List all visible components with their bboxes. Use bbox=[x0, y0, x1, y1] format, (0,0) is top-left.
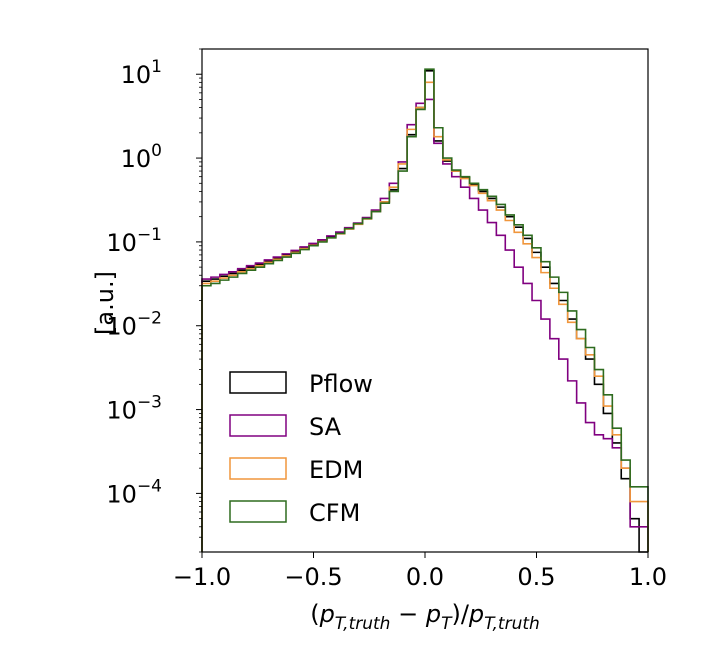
series-layer bbox=[201, 68, 649, 553]
x-tick-label: 0.0 bbox=[406, 563, 444, 591]
legend-swatch-edm bbox=[229, 457, 287, 480]
plot-frame bbox=[201, 48, 649, 553]
legend-swatch-cfm bbox=[229, 500, 287, 523]
y-tick-label: 10−2 bbox=[106, 309, 162, 341]
legend-label-edm: EDM bbox=[309, 456, 363, 484]
y-tick-label: 100 bbox=[121, 141, 162, 173]
y-axis-label: [a.u.] bbox=[91, 271, 119, 335]
x-axis: −1.0 −0.5 0.0 0.5 1.0 bbox=[173, 552, 667, 591]
legend: Pflow SA EDM CFM bbox=[229, 370, 373, 527]
y-axis: 101 100 10−1 10−2 10−3 10−4 bbox=[106, 48, 202, 553]
legend-label-pflow: Pflow bbox=[309, 370, 373, 398]
legend-swatch-pflow bbox=[229, 371, 287, 394]
x-tick-label: 0.5 bbox=[517, 563, 555, 591]
x-tick-label: −0.5 bbox=[284, 563, 342, 591]
series-cfm-line bbox=[201, 68, 649, 552]
y-tick-label: 101 bbox=[121, 57, 162, 89]
x-tick-label: −1.0 bbox=[173, 563, 231, 591]
x-axis-label-text: (pT,truth − pT)/pT,truth bbox=[310, 600, 540, 634]
y-tick-label: 10−3 bbox=[106, 393, 162, 425]
x-axis-label: (pT,truth − pT)/pT,truth bbox=[310, 600, 540, 634]
legend-label-sa: SA bbox=[309, 413, 342, 441]
series-sa-line bbox=[201, 98, 649, 552]
series-edm-line bbox=[201, 81, 649, 552]
y-tick-label: 10−4 bbox=[106, 476, 162, 508]
x-tick-label: 1.0 bbox=[629, 563, 667, 591]
series-pflow-line bbox=[201, 69, 648, 553]
legend-swatch-sa bbox=[229, 414, 287, 437]
y-tick-label: 10−1 bbox=[106, 225, 162, 257]
legend-label-cfm: CFM bbox=[309, 499, 360, 527]
